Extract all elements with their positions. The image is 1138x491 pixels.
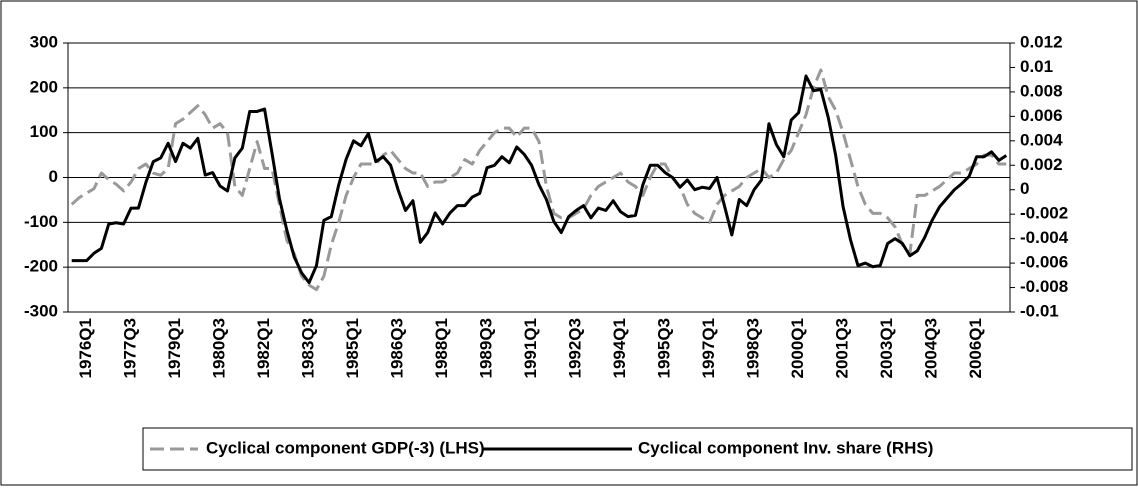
y2-tick-label: 0.002 bbox=[1020, 155, 1063, 174]
x-tick-label: 2001Q3 bbox=[833, 318, 852, 379]
x-tick-label: 1989Q3 bbox=[477, 318, 496, 379]
x-tick-label: 1992Q3 bbox=[566, 318, 585, 379]
x-tick-label: 2004Q3 bbox=[922, 318, 941, 379]
x-tick-label: 1985Q1 bbox=[343, 318, 362, 379]
x-tick-label: 1980Q3 bbox=[210, 318, 229, 379]
y2-tick-label: 0 bbox=[1020, 179, 1029, 198]
y-tick-label: -200 bbox=[24, 257, 58, 276]
legend-box bbox=[142, 427, 1133, 471]
y2-tick-label: -0.006 bbox=[1020, 253, 1068, 272]
y-tick-label: 200 bbox=[30, 77, 58, 96]
y2-tick-label: 0.004 bbox=[1020, 130, 1063, 149]
x-tick-label: 1988Q1 bbox=[432, 318, 451, 379]
x-tick-label: 1983Q3 bbox=[299, 318, 318, 379]
y2-tick-label: -0.008 bbox=[1020, 277, 1068, 296]
y-tick-label: 0 bbox=[49, 167, 58, 186]
y2-tick-label: -0.004 bbox=[1020, 228, 1069, 247]
y-tick-label: -300 bbox=[24, 301, 58, 320]
x-tick-label: 2003Q1 bbox=[877, 318, 896, 379]
x-tick-label: 2006Q1 bbox=[966, 318, 985, 379]
legend-label: Cyclical component GDP(-3) (LHS) bbox=[206, 438, 485, 457]
x-tick-label: 2000Q1 bbox=[788, 318, 807, 379]
y2-tick-label: -0.002 bbox=[1020, 204, 1068, 223]
x-tick-label: 1994Q1 bbox=[610, 318, 629, 379]
series-line bbox=[71, 74, 1008, 285]
x-tick-label: 1976Q1 bbox=[76, 318, 95, 379]
x-tick-label: 1998Q3 bbox=[744, 318, 763, 379]
legend-label: Cyclical component Inv. share (RHS) bbox=[638, 438, 933, 457]
x-tick-label: 1995Q3 bbox=[655, 318, 674, 379]
y-tick-label: 100 bbox=[30, 122, 58, 141]
y2-tick-label: 0.006 bbox=[1020, 106, 1063, 125]
x-tick-label: 1991Q1 bbox=[521, 318, 540, 379]
x-tick-label: 1986Q3 bbox=[388, 318, 407, 379]
series-line bbox=[70, 68, 1007, 292]
y-tick-label: -100 bbox=[24, 212, 58, 231]
y-tick-label: 300 bbox=[30, 32, 58, 51]
y2-tick-label: 0.008 bbox=[1020, 81, 1063, 100]
x-tick-label: 1982Q1 bbox=[254, 318, 273, 379]
x-tick-label: 1977Q3 bbox=[121, 318, 140, 379]
y2-tick-label: 0.012 bbox=[1020, 32, 1063, 51]
y2-tick-label: -0.01 bbox=[1020, 301, 1059, 320]
y2-tick-label: 0.01 bbox=[1020, 57, 1053, 76]
x-tick-label: 1997Q1 bbox=[699, 318, 718, 379]
x-tick-label: 1979Q1 bbox=[165, 318, 184, 379]
